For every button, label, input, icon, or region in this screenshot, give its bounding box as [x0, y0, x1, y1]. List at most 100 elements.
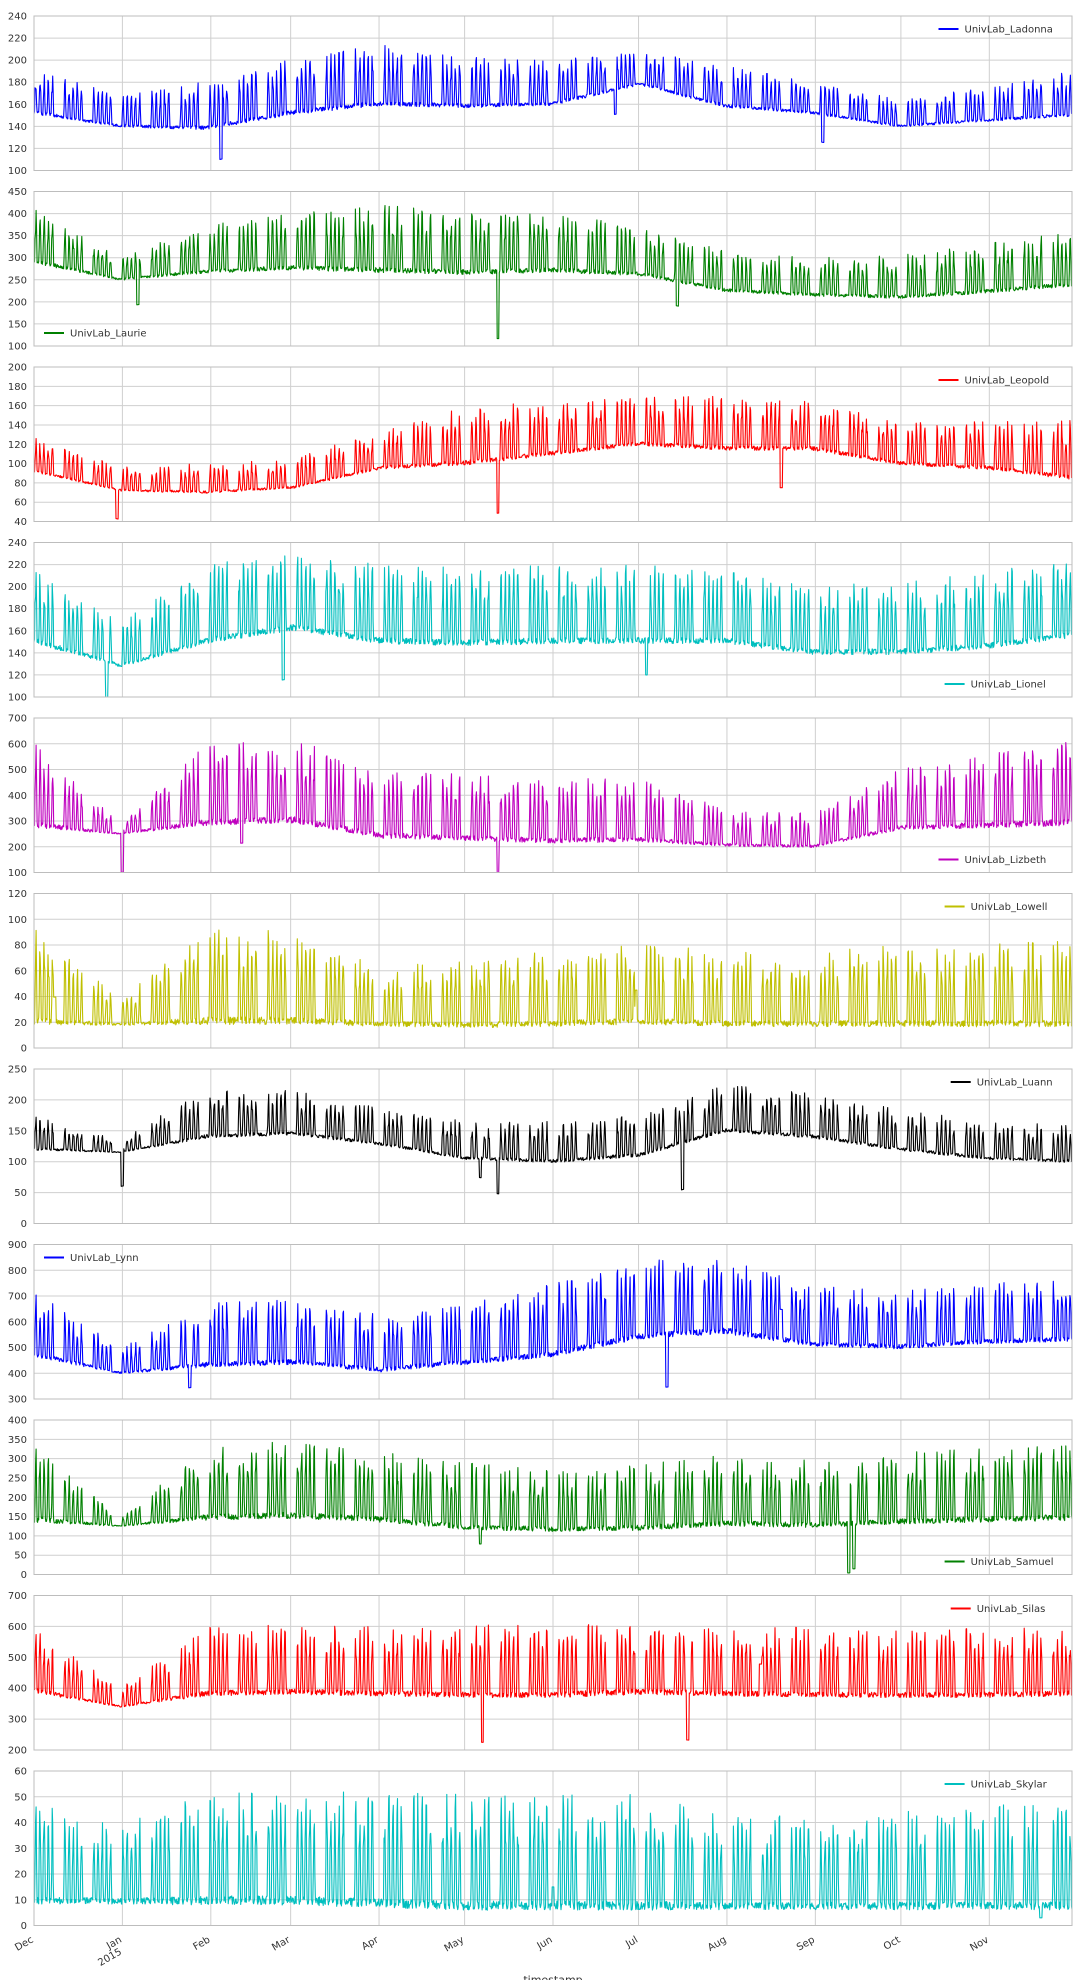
legend-label: UnivLab_Lynn [70, 1253, 139, 1264]
x-tick-label: Apr [360, 1934, 381, 1953]
y-tick-label: 150 [8, 319, 27, 330]
y-tick-label: 20 [14, 1018, 27, 1029]
y-tick-label: 400 [8, 1684, 27, 1695]
series-line [33, 1085, 1073, 1195]
y-tick-label: 20 [14, 1870, 27, 1881]
legend-label: UnivLab_Lionel [971, 680, 1046, 691]
x-tick-label: Dec [13, 1935, 35, 1954]
legend-label: UnivLab_Silas [977, 1604, 1046, 1615]
x-tick-label: Nov [968, 1935, 990, 1954]
x-tick-label: Sep [795, 1935, 817, 1954]
y-tick-label: 120 [8, 144, 27, 155]
y-tick-label: 300 [8, 253, 27, 264]
y-tick-label: 0 [21, 1921, 27, 1932]
y-tick-label: 400 [8, 209, 27, 220]
x-tick-label: Mar [270, 1934, 293, 1953]
x-tick-label: Feb [191, 1935, 212, 1953]
y-tick-label: 180 [8, 78, 27, 89]
series-line [33, 742, 1073, 874]
plot-border [33, 1244, 1073, 1400]
y-tick-label: 200 [8, 1493, 27, 1504]
y-tick-label: 300 [8, 1715, 27, 1726]
y-tick-label: 400 [8, 1369, 27, 1380]
y-tick-label: 40 [14, 992, 27, 1003]
y-tick-label: 250 [8, 1065, 27, 1076]
panel-UnivLab_Laurie: 100 150 200 250 300 350 400 450 UnivLab_Laurie [8, 187, 1073, 353]
y-tick-label: 160 [8, 100, 27, 111]
y-tick-label: 0 [21, 1044, 27, 1055]
x-tick-label: Jun [535, 1935, 555, 1953]
y-tick-label: 180 [8, 604, 27, 615]
series-line [33, 1624, 1073, 1743]
y-tick-label: 200 [8, 1746, 27, 1757]
y-tick-label: 120 [8, 440, 27, 451]
y-tick-label: 200 [8, 582, 27, 593]
panel-UnivLab_Lynn: 300 400 500 600 700 800 900 UnivLab_Lynn [8, 1240, 1073, 1406]
y-tick-label: 800 [8, 1266, 27, 1277]
y-tick-label: 40 [14, 517, 27, 528]
y-tick-label: 160 [8, 626, 27, 637]
legend-label: UnivLab_Samuel [971, 1557, 1054, 1568]
y-tick-label: 80 [14, 478, 27, 489]
y-tick-label: 0 [21, 1219, 27, 1230]
panel-UnivLab_Luann: 0 50 100 150 200 250 UnivLab_Luann [8, 1065, 1073, 1230]
y-tick-label: 450 [8, 187, 27, 198]
y-tick-label: 100 [8, 1531, 27, 1542]
plot-border [33, 1419, 1073, 1575]
plot-border [33, 893, 1073, 1049]
y-tick-label: 160 [8, 401, 27, 412]
y-tick-label: 140 [8, 122, 27, 133]
y-tick-label: 80 [14, 941, 27, 952]
series-line [33, 44, 1073, 160]
y-tick-label: 600 [8, 1622, 27, 1633]
series-line [33, 929, 1073, 1029]
y-tick-label: 120 [8, 889, 27, 900]
plot-border [33, 1770, 1073, 1926]
y-tick-label: 200 [8, 842, 27, 853]
y-tick-label: 50 [14, 1551, 27, 1562]
y-tick-label: 120 [8, 670, 27, 681]
x-tick-label: Aug [706, 1935, 728, 1954]
panel-UnivLab_Ladonna: 100 120 140 160 180 200 220 240 UnivLab_Ladonna [8, 12, 1073, 177]
y-tick-label: 100 [8, 459, 27, 470]
legend-label: UnivLab_Lowell [971, 902, 1048, 913]
legend-label: UnivLab_Laurie [70, 329, 146, 340]
y-tick-label: 220 [8, 34, 27, 45]
y-tick-label: 150 [8, 1512, 27, 1523]
y-tick-label: 140 [8, 648, 27, 659]
plot-border [33, 1595, 1073, 1751]
y-tick-label: 140 [8, 420, 27, 431]
legend-label: UnivLab_Ladonna [965, 25, 1053, 36]
y-tick-label: 400 [8, 1416, 27, 1427]
y-tick-label: 400 [8, 791, 27, 802]
panel-UnivLab_Skylar: 0 10 20 30 40 50 60 UnivLab_Skylar [14, 1767, 1073, 1932]
y-tick-label: 100 [8, 915, 27, 926]
legend-label: UnivLab_Leopold [965, 376, 1050, 387]
y-tick-label: 240 [8, 538, 27, 549]
y-tick-label: 240 [8, 12, 27, 23]
series-line [33, 204, 1073, 340]
y-tick-label: 500 [8, 765, 27, 776]
y-tick-label: 60 [14, 498, 27, 509]
y-tick-label: 200 [8, 297, 27, 308]
y-tick-label: 350 [8, 231, 27, 242]
y-tick-label: 220 [8, 560, 27, 571]
y-tick-label: 500 [8, 1653, 27, 1664]
y-tick-label: 50 [14, 1792, 27, 1803]
y-tick-label: 600 [8, 739, 27, 750]
series-line [33, 1791, 1073, 1919]
y-tick-label: 200 [8, 1095, 27, 1106]
series-line [33, 555, 1073, 698]
legend-label: UnivLab_Lizbeth [965, 855, 1047, 866]
y-tick-label: 350 [8, 1435, 27, 1446]
y-tick-label: 250 [8, 1473, 27, 1484]
y-tick-label: 150 [8, 1126, 27, 1137]
y-tick-label: 300 [8, 1454, 27, 1465]
panel-UnivLab_Leopold: 40 60 80 100 120 140 160 180 200 UnivLab_Leopold [8, 363, 1073, 528]
y-tick-label: 100 [8, 166, 27, 177]
y-tick-label: 200 [8, 363, 27, 374]
plot-border [33, 366, 1073, 522]
plot-border [33, 717, 1073, 873]
y-tick-label: 100 [8, 342, 27, 353]
